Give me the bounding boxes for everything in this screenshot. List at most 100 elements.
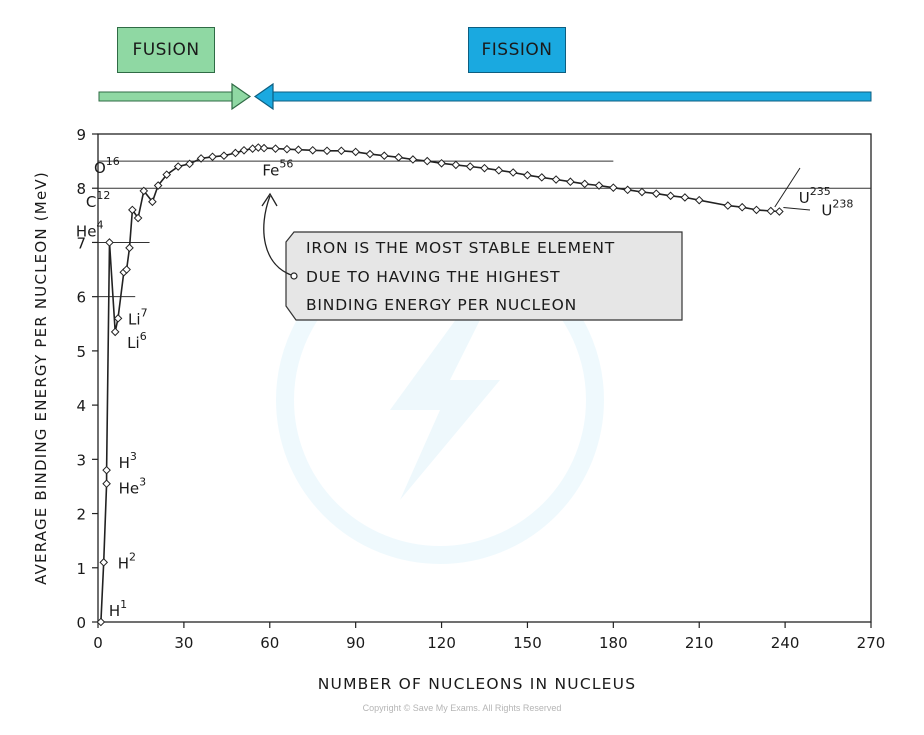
y-axis-label: AVERAGE BINDING ENERGY PER NUCLEON (MeV) xyxy=(32,171,50,585)
data-point xyxy=(737,202,747,212)
data-point xyxy=(394,153,403,162)
data-point xyxy=(239,145,249,155)
iron-annotation: IRON IS THE MOST STABLE ELEMENT DUE TO H… xyxy=(261,192,683,321)
fusion-arrow xyxy=(98,82,252,111)
data-point xyxy=(623,185,632,195)
data-point xyxy=(480,163,489,173)
data-point xyxy=(308,145,318,155)
data-point xyxy=(551,175,561,184)
data-point xyxy=(208,152,217,162)
data-point xyxy=(99,558,109,567)
y-tick-label: 9 xyxy=(76,126,86,144)
data-point xyxy=(465,162,475,171)
isotope-label-u235: U235 xyxy=(799,185,831,207)
isotope-pointer-u238 xyxy=(783,207,811,211)
data-point xyxy=(537,173,547,182)
annotation-box xyxy=(285,231,683,321)
y-axis-ticks: 0 1 2 3 4 5 6 7 8 9 xyxy=(76,126,98,632)
data-point xyxy=(666,191,675,201)
annotation-pointer-head xyxy=(261,192,278,207)
x-tick-label: 240 xyxy=(771,634,800,652)
data-point xyxy=(680,193,690,202)
isotope-label-he3: He3 xyxy=(119,476,147,498)
data-point xyxy=(271,144,280,153)
x-tick-label: 180 xyxy=(599,634,628,652)
data-point xyxy=(294,145,303,155)
data-point xyxy=(173,162,183,171)
data-point xyxy=(694,195,704,205)
data-point xyxy=(162,170,172,179)
x-tick-label: 30 xyxy=(174,634,193,652)
annotation-line-3: BINDING ENERGY PER NUCLEON xyxy=(306,296,577,314)
data-point xyxy=(651,189,661,198)
annotation-line-2: DUE TO HAVING THE HIGHEST xyxy=(306,268,560,286)
isotope-label-o16: O16 xyxy=(94,155,120,177)
data-point xyxy=(766,206,776,216)
x-tick-label: 90 xyxy=(346,634,365,652)
data-point xyxy=(365,149,375,159)
data-point xyxy=(566,177,575,187)
x-tick-label: 150 xyxy=(513,634,542,652)
x-tick-label: 210 xyxy=(685,634,714,652)
data-point xyxy=(110,327,120,337)
data-point xyxy=(422,156,432,166)
data-point xyxy=(337,146,346,156)
data-point xyxy=(254,143,263,152)
x-tick-label: 270 xyxy=(857,634,886,652)
annotation-pointer xyxy=(263,195,295,277)
isotope-label-li7: Li7 xyxy=(128,306,148,328)
data-point xyxy=(523,170,532,180)
data-point xyxy=(113,314,123,323)
annotation-pointer-dot xyxy=(290,272,298,280)
isotope-label-h3: H3 xyxy=(119,450,137,472)
plot-area xyxy=(97,133,872,623)
x-tick-label: 60 xyxy=(260,634,279,652)
data-point xyxy=(219,151,229,160)
fission-arrow xyxy=(253,82,872,111)
data-point xyxy=(133,213,143,223)
data-point xyxy=(594,181,604,190)
y-tick-label: 0 xyxy=(76,614,86,632)
x-tick-label: 0 xyxy=(93,634,103,652)
isotope-label-li6: Li6 xyxy=(127,330,147,352)
data-point xyxy=(451,160,461,170)
data-point xyxy=(609,183,618,192)
data-point xyxy=(139,186,149,196)
isotope-label-he4: He4 xyxy=(76,218,104,240)
fusion-label: FUSION xyxy=(132,40,200,60)
data-point xyxy=(379,151,389,160)
data-point xyxy=(148,197,157,207)
data-point xyxy=(723,201,733,210)
data-point xyxy=(508,168,518,177)
isotope-label-h2: H2 xyxy=(118,550,136,572)
data-point xyxy=(196,154,206,163)
y-tick-label: 5 xyxy=(76,343,86,361)
data-point xyxy=(494,166,504,175)
y-tick-label: 1 xyxy=(76,560,86,578)
isotope-label-fe56: Fe56 xyxy=(262,158,293,180)
data-point xyxy=(102,465,111,475)
y-tick-label: 3 xyxy=(76,451,86,469)
x-axis-ticks: 0 30 60 90 120 150 180 210 240 270 xyxy=(93,622,885,652)
data-point xyxy=(408,155,418,164)
data-point xyxy=(282,144,292,154)
data-point xyxy=(231,148,240,158)
data-point xyxy=(322,146,332,156)
data-point xyxy=(128,205,137,215)
isotope-label-h1: H1 xyxy=(109,598,127,620)
isotope-label-c12: C12 xyxy=(86,189,110,211)
reference-lines xyxy=(98,160,871,298)
data-point xyxy=(351,147,360,157)
fission-label-box: FISSION xyxy=(468,27,566,73)
data-point xyxy=(437,158,446,168)
data-point xyxy=(125,243,134,253)
annotation-line-1: IRON IS THE MOST STABLE ELEMENT xyxy=(306,239,615,257)
isotope-label-u238: U238 xyxy=(821,198,853,220)
data-point xyxy=(96,617,106,627)
y-tick-label: 2 xyxy=(76,506,86,524)
x-axis-label: NUMBER OF NUCLEONS IN NUCLEUS xyxy=(318,675,637,693)
data-point xyxy=(580,179,590,189)
data-point xyxy=(775,207,784,216)
